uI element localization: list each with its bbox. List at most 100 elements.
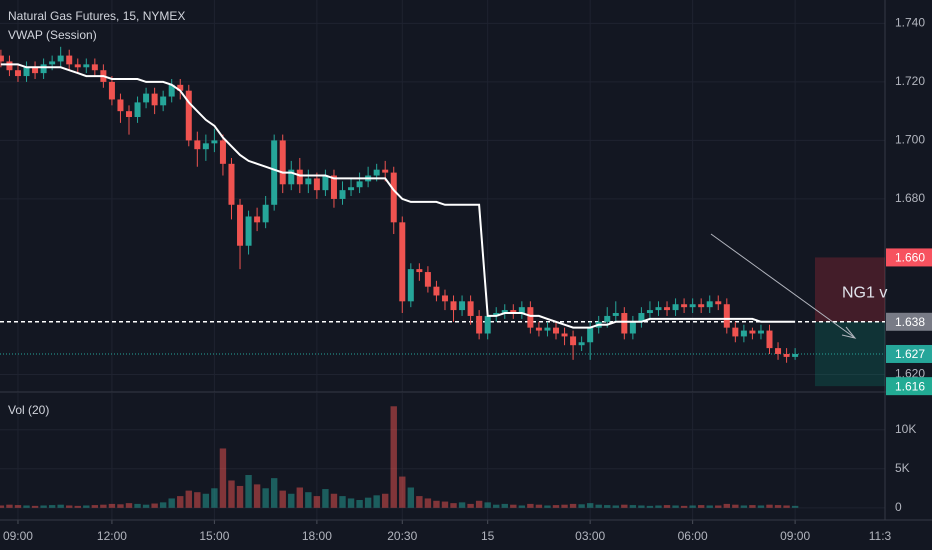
volume-bar (14, 505, 22, 508)
candle-body (288, 169, 295, 185)
candle-body (134, 102, 141, 118)
trend-arrow (710, 233, 856, 339)
candle-body (279, 140, 286, 185)
candle-body (450, 301, 457, 311)
volume-bar (484, 502, 491, 508)
candle-body (245, 216, 252, 246)
candle-body (570, 336, 577, 346)
candle-body (544, 327, 551, 331)
candle-body (399, 222, 406, 302)
candle-body (313, 178, 320, 191)
candle-body (66, 55, 73, 65)
y-tick-label: 10K (895, 422, 916, 436)
x-tick-label: 20:30 (387, 529, 417, 543)
volume-bar (339, 496, 346, 508)
price-label: 1.627 (895, 347, 925, 361)
x-tick-label: 12:00 (97, 529, 127, 543)
vwap-line (0, 63, 796, 329)
position-label: NG1 v (842, 285, 887, 302)
candle-body (621, 313, 628, 334)
volume-bar (390, 406, 397, 508)
volume-bar (757, 505, 765, 508)
volume-bar (467, 503, 474, 508)
candle-body (151, 93, 158, 106)
candle-body (732, 327, 739, 337)
volume-bar (83, 505, 90, 508)
volume-bar (723, 503, 730, 508)
candle-body (467, 301, 474, 316)
volume-bar (66, 505, 73, 508)
volume-bar (108, 503, 116, 508)
candle-body (433, 286, 440, 296)
candle-body (322, 175, 329, 191)
volume-bar (655, 505, 662, 508)
volume-bar (288, 493, 295, 508)
volume-bar (621, 504, 628, 508)
volume-bar (663, 505, 671, 508)
candle-body (271, 140, 278, 205)
candle-body (348, 187, 355, 191)
volume-bar (322, 489, 329, 508)
candle-body (32, 67, 39, 74)
volume-bar (228, 480, 235, 508)
volume-bar (330, 493, 338, 508)
candle-body (373, 169, 380, 176)
candle-body (723, 304, 730, 328)
volume-bar (791, 505, 799, 508)
volume-bar (31, 505, 39, 508)
volume-bar (544, 505, 551, 508)
price-label: 1.638 (895, 315, 925, 329)
volume-bar (382, 493, 389, 508)
volume-bar (595, 504, 602, 508)
price-label-bg (886, 248, 932, 267)
volume-bar (177, 496, 184, 508)
candle-body (228, 163, 235, 205)
candle-body (510, 310, 517, 314)
volume-bar (672, 505, 679, 508)
x-tick-label: 03:00 (575, 529, 605, 543)
volume-bar (638, 505, 645, 508)
volume-bar (245, 475, 252, 508)
candle-body (0, 55, 4, 62)
price-label-bg (886, 377, 932, 396)
volume-bar (117, 504, 124, 508)
volume-bar (740, 505, 748, 508)
volume-bar (612, 505, 619, 508)
x-tick-label: 09:00 (780, 529, 810, 543)
volume-bar (125, 503, 133, 508)
stop-zone (815, 257, 885, 322)
volume-bar (706, 505, 713, 508)
volume-bar (749, 505, 756, 508)
volume-bar (142, 504, 150, 508)
volume-bar (510, 504, 517, 508)
candle-body (553, 327, 559, 334)
volume-bar (100, 504, 107, 508)
volume-bar (475, 500, 483, 508)
candle-body (681, 304, 688, 308)
candle-body (638, 313, 645, 322)
candle-body (775, 348, 782, 354)
candle-body (382, 169, 389, 173)
candle-body (40, 64, 47, 74)
volume-bar (680, 505, 688, 508)
x-tick-label: 09:00 (3, 529, 33, 543)
y-tick-label: 1.740 (895, 16, 925, 30)
candle-body (424, 272, 431, 287)
volume-bar (202, 493, 210, 508)
candle-body (177, 84, 184, 91)
volume-bar (6, 504, 13, 508)
candle-body (740, 330, 747, 337)
volume-bar (766, 504, 773, 508)
x-tick-label: 06:00 (678, 529, 708, 543)
volume-bar (578, 504, 585, 508)
candle-body (23, 67, 30, 77)
candle-body (83, 64, 90, 68)
candle-body (604, 315, 611, 322)
volume-bar (134, 503, 141, 508)
volume-bar (23, 505, 30, 508)
volume-bar (527, 503, 534, 508)
volume-legend: Vol (20) (8, 403, 49, 417)
price-label: 1.616 (895, 379, 925, 393)
candle-body (194, 140, 201, 150)
